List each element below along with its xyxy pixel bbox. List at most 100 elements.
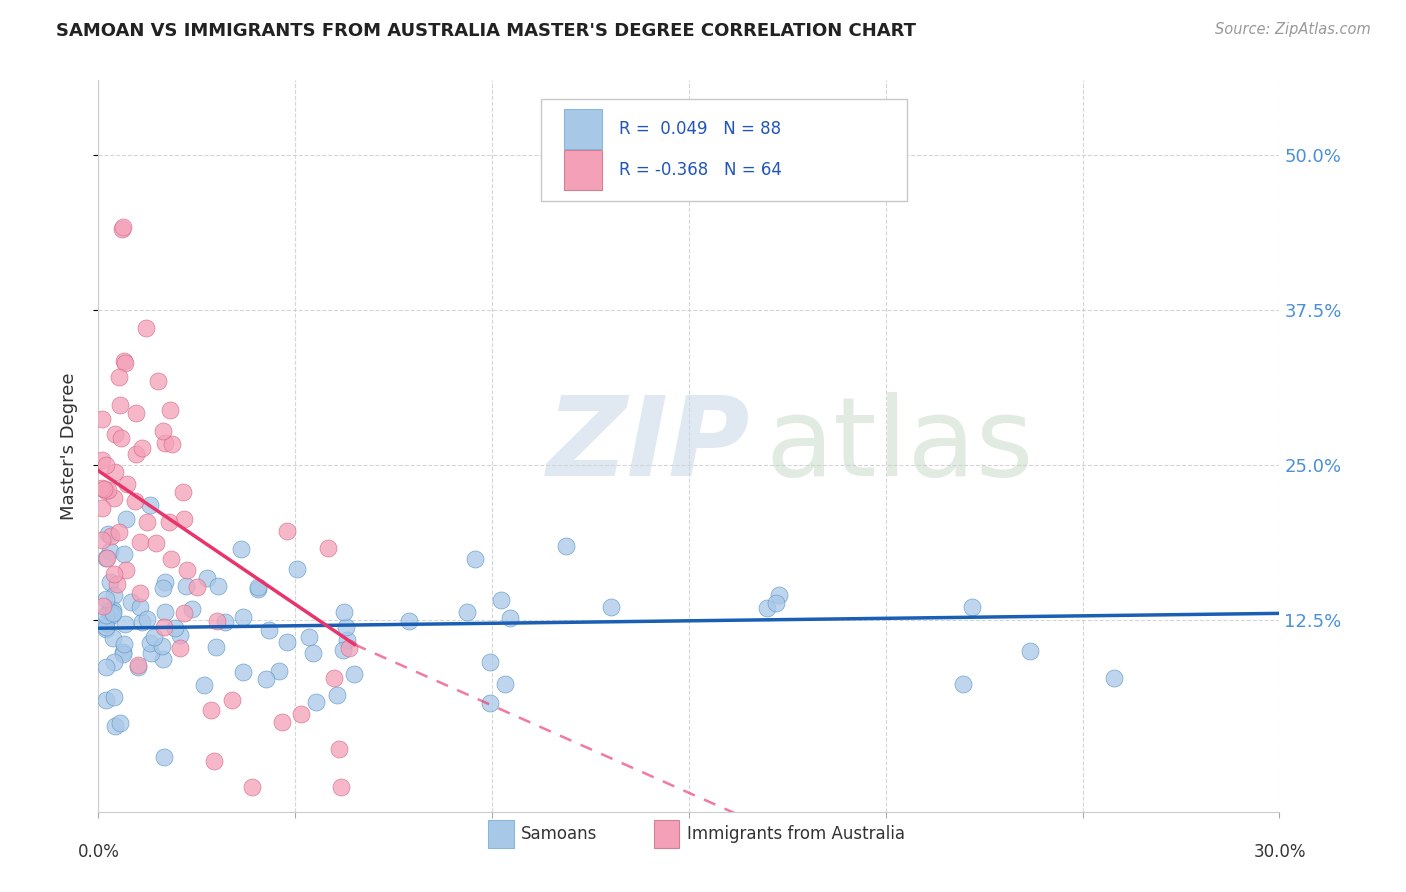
Point xyxy=(111,647,134,661)
Point xyxy=(105,576,128,591)
Text: 30.0%: 30.0% xyxy=(1253,843,1306,861)
Point xyxy=(103,566,125,581)
Point xyxy=(599,600,621,615)
Point xyxy=(276,524,298,538)
Point xyxy=(202,754,225,768)
Point xyxy=(200,703,222,717)
Point xyxy=(316,541,339,556)
Point xyxy=(962,599,984,614)
Point xyxy=(104,426,127,441)
Point xyxy=(101,632,124,646)
Point xyxy=(114,617,136,632)
Point xyxy=(96,551,118,566)
Point xyxy=(143,630,166,644)
Point xyxy=(91,599,114,614)
FancyBboxPatch shape xyxy=(541,99,907,201)
Point xyxy=(107,369,129,384)
Point xyxy=(91,453,114,467)
Point xyxy=(232,665,254,679)
Point xyxy=(332,643,354,657)
Point xyxy=(456,606,478,620)
Point xyxy=(176,563,198,577)
Point xyxy=(332,605,354,619)
Point xyxy=(97,527,120,541)
Point xyxy=(136,515,159,529)
Y-axis label: Master's Degree: Master's Degree xyxy=(59,372,77,520)
Bar xyxy=(654,821,679,848)
Point xyxy=(96,693,118,707)
Point xyxy=(115,512,138,526)
Text: R = -0.368   N = 64: R = -0.368 N = 64 xyxy=(619,161,782,179)
Point xyxy=(160,552,183,566)
Point xyxy=(1019,644,1042,658)
Point xyxy=(111,220,134,235)
Point xyxy=(91,533,114,547)
Point xyxy=(153,435,176,450)
Point xyxy=(271,714,294,729)
Point xyxy=(478,696,501,710)
Point xyxy=(247,582,270,596)
Point xyxy=(124,447,146,461)
Point xyxy=(131,615,153,630)
Point xyxy=(153,619,176,633)
Point xyxy=(112,637,135,651)
Point xyxy=(305,695,328,709)
Point xyxy=(100,529,122,543)
Point xyxy=(135,611,157,625)
Point xyxy=(96,660,118,674)
Point xyxy=(125,406,148,420)
Text: Samoans: Samoans xyxy=(522,825,598,843)
Point xyxy=(94,484,117,499)
Point xyxy=(207,579,229,593)
Point xyxy=(103,588,125,602)
Point xyxy=(256,672,278,686)
Point xyxy=(214,615,236,629)
Point xyxy=(128,660,150,674)
Point xyxy=(229,541,252,556)
Point xyxy=(96,483,118,497)
Point xyxy=(104,719,127,733)
Point xyxy=(100,607,122,622)
Point xyxy=(285,562,308,576)
Point xyxy=(330,780,353,794)
Point xyxy=(112,354,135,368)
Point xyxy=(152,424,174,438)
Point xyxy=(127,657,149,672)
Point xyxy=(152,750,174,764)
Bar xyxy=(488,821,515,848)
Bar xyxy=(564,109,602,149)
Point xyxy=(180,601,202,615)
Point xyxy=(98,604,121,618)
Point xyxy=(186,581,208,595)
Point xyxy=(128,600,150,615)
Point xyxy=(155,574,177,589)
Point xyxy=(108,524,131,539)
Point xyxy=(145,536,167,550)
Point xyxy=(326,689,349,703)
Point xyxy=(110,431,132,445)
Point xyxy=(755,601,778,615)
Point xyxy=(100,544,122,558)
Point xyxy=(205,614,228,628)
Point xyxy=(169,641,191,656)
Point xyxy=(336,632,359,647)
Point xyxy=(173,512,195,526)
Point xyxy=(93,482,115,496)
Point xyxy=(169,628,191,642)
Point xyxy=(193,677,215,691)
Point xyxy=(204,640,226,655)
Text: R =  0.049   N = 88: R = 0.049 N = 88 xyxy=(619,120,782,138)
Point xyxy=(139,646,162,660)
Point xyxy=(111,645,134,659)
Point xyxy=(328,741,350,756)
Point xyxy=(398,614,420,628)
Point xyxy=(96,616,118,631)
Point xyxy=(276,634,298,648)
Point xyxy=(96,458,118,473)
Point xyxy=(159,402,181,417)
Point xyxy=(114,356,136,370)
Point xyxy=(343,667,366,681)
Point xyxy=(108,399,131,413)
Point xyxy=(150,640,173,654)
Point xyxy=(120,595,142,609)
